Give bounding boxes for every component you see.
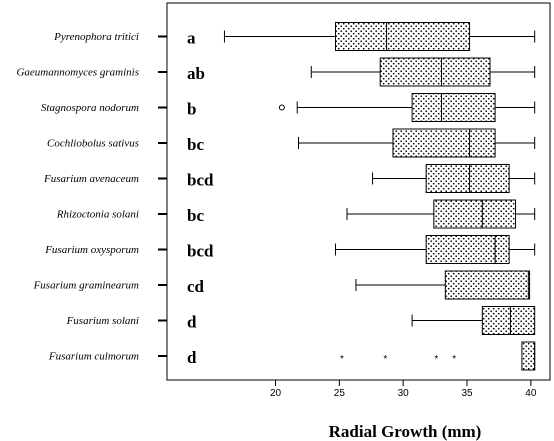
group-letter: bc	[187, 135, 204, 154]
extreme-point: *	[383, 354, 387, 365]
group-letter: a	[187, 29, 196, 48]
x-tick-label: 35	[461, 388, 473, 399]
category-label: Fusarium solani	[66, 315, 139, 327]
group-letter: b	[187, 100, 196, 119]
iqr-box	[444, 270, 531, 300]
category-label: Fusarium oxysporum	[44, 244, 139, 256]
group-letter: d	[187, 348, 197, 367]
iqr-box	[379, 57, 491, 87]
boxes-layer: * * * *	[223, 22, 536, 371]
iqr-box	[425, 235, 510, 264]
x-tick-label: 40	[525, 388, 537, 399]
outlier-point	[278, 104, 285, 111]
iqr-box	[433, 199, 517, 229]
category-label: Cochliobolus sativus	[47, 138, 139, 150]
group-letters: a ab b bc bcd bc bcd cd dd	[187, 29, 214, 368]
iqr-box	[425, 164, 510, 193]
category-label: Stagnospora nodorum	[41, 102, 139, 114]
x-tick-label: 20	[270, 388, 282, 399]
extreme-point: *	[434, 354, 438, 365]
group-letter: bcd	[187, 171, 214, 190]
x-axis-title: Radial Growth (mm)	[329, 422, 482, 441]
group-letter: d	[187, 313, 197, 332]
group-letter: ab	[187, 64, 205, 83]
category-label: Pyrenophora tritici	[53, 31, 139, 43]
x-axis-ticks: 20 25 30 35 40	[270, 380, 537, 399]
iqr-box	[411, 93, 496, 122]
group-letter: bc	[187, 206, 204, 225]
category-label: Gaeumannomyces graminis	[16, 67, 139, 79]
category-label: Rhizoctonia solani	[56, 209, 139, 221]
iqr-box	[521, 341, 536, 371]
category-label: Fusarium graminearum	[33, 280, 139, 292]
iqr-box	[335, 22, 471, 51]
category-label: Fusarium avenaceum	[43, 173, 139, 185]
group-letter: cd	[187, 277, 205, 296]
iqr-box	[481, 306, 536, 335]
category-labels: Pyrenophora tritici Gaeumannomyces gramin…	[16, 31, 139, 363]
iqr-box	[392, 128, 496, 158]
y-axis-ticks	[158, 35, 167, 357]
extreme-point: *	[452, 354, 456, 365]
x-tick-label: 30	[398, 388, 410, 399]
plot-frame	[166, 2, 551, 381]
category-label: Fusarium culmorum	[48, 351, 139, 363]
extreme-point: *	[340, 354, 344, 365]
group-letter: bcd	[187, 242, 214, 261]
x-tick-label: 25	[334, 388, 346, 399]
